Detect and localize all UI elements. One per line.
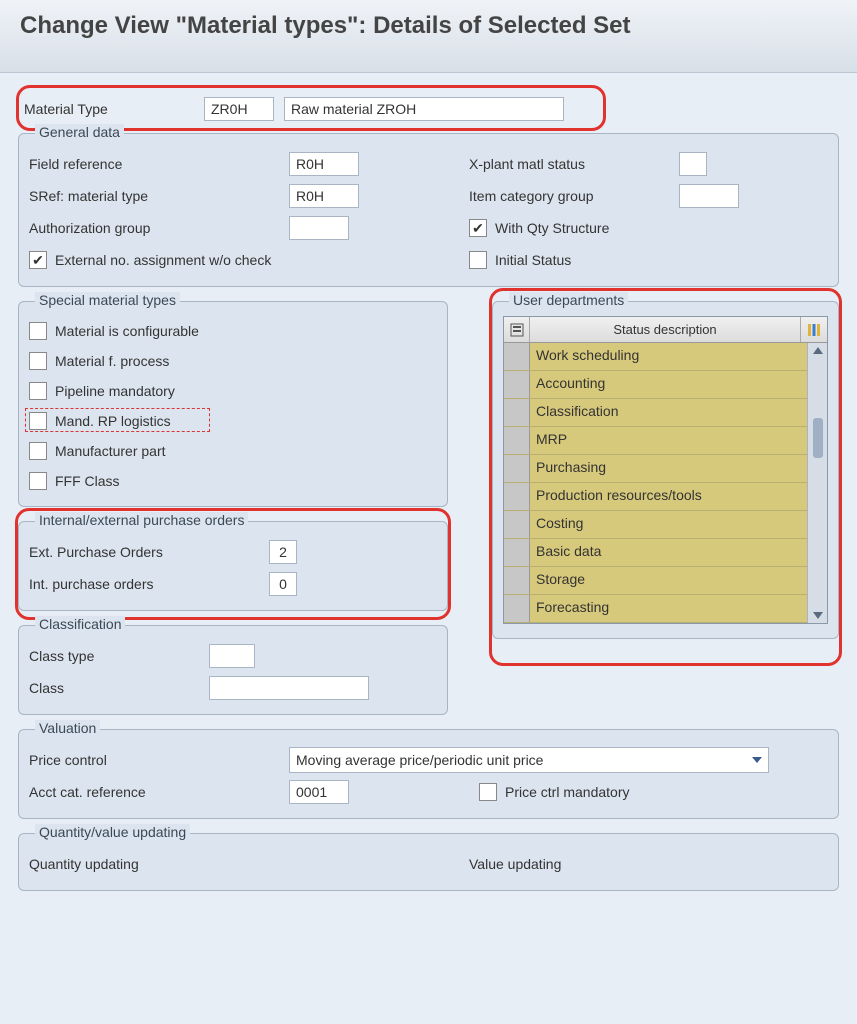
quantity-value-title: Quantity/value updating bbox=[35, 824, 190, 840]
table-row[interactable]: Basic data bbox=[504, 539, 807, 567]
table-select-all-icon[interactable] bbox=[504, 317, 530, 342]
general-data-title: General data bbox=[35, 124, 124, 140]
material-type-row: Material Type bbox=[18, 91, 839, 127]
table-row[interactable]: Classification bbox=[504, 399, 807, 427]
acct-cat-reference-input[interactable] bbox=[289, 780, 349, 804]
valuation-group: Valuation Price control Moving average p… bbox=[18, 729, 839, 819]
material-process-label: Material f. process bbox=[55, 353, 169, 369]
initial-status-label: Initial Status bbox=[495, 252, 571, 268]
class-input[interactable] bbox=[209, 676, 369, 700]
mand-rp-logistics-checkbox[interactable] bbox=[29, 412, 47, 430]
class-type-input[interactable] bbox=[209, 644, 255, 668]
manufacturer-part-checkbox[interactable] bbox=[29, 442, 47, 460]
table-row[interactable]: Purchasing bbox=[504, 455, 807, 483]
external-no-assignment-label: External no. assignment w/o check bbox=[55, 252, 271, 268]
table-row[interactable]: Costing bbox=[504, 511, 807, 539]
fff-class-checkbox[interactable] bbox=[29, 472, 47, 490]
item-category-group-input[interactable] bbox=[679, 184, 739, 208]
classification-title: Classification bbox=[35, 616, 125, 632]
material-type-code[interactable] bbox=[204, 97, 274, 121]
scroll-up-icon[interactable] bbox=[813, 347, 823, 354]
authorization-group-input[interactable] bbox=[289, 216, 349, 240]
scroll-down-icon[interactable] bbox=[813, 612, 823, 619]
chevron-down-icon bbox=[752, 757, 762, 763]
special-material-types-title: Special material types bbox=[35, 292, 180, 308]
special-material-types-group: Special material types Material is confi… bbox=[18, 301, 448, 507]
table-row[interactable]: Storage bbox=[504, 567, 807, 595]
price-control-select[interactable]: Moving average price/periodic unit price bbox=[289, 747, 769, 773]
pipeline-mandatory-label: Pipeline mandatory bbox=[55, 383, 175, 399]
general-data-group: General data Field reference X-plant mat… bbox=[18, 133, 839, 287]
ext-po-label: Ext. Purchase Orders bbox=[29, 544, 269, 560]
price-control-value: Moving average price/periodic unit price bbox=[296, 752, 543, 768]
fff-class-label: FFF Class bbox=[55, 473, 120, 489]
quantity-updating-label: Quantity updating bbox=[29, 856, 139, 872]
sref-material-type-input[interactable] bbox=[289, 184, 359, 208]
field-reference-label: Field reference bbox=[29, 156, 289, 172]
table-row[interactable]: Forecasting bbox=[504, 595, 807, 623]
table-row[interactable]: Work scheduling bbox=[504, 343, 807, 371]
with-qty-structure-label: With Qty Structure bbox=[495, 220, 609, 236]
int-po-label: Int. purchase orders bbox=[29, 576, 269, 592]
table-row[interactable]: Accounting bbox=[504, 371, 807, 399]
scroll-thumb[interactable] bbox=[813, 418, 823, 458]
user-departments-table: Status description Work scheduling Accou… bbox=[503, 316, 828, 624]
acct-cat-reference-label: Acct cat. reference bbox=[29, 784, 289, 800]
field-reference-input[interactable] bbox=[289, 152, 359, 176]
x-plant-status-label: X-plant matl status bbox=[469, 156, 679, 172]
quantity-value-group: Quantity/value updating Quantity updatin… bbox=[18, 833, 839, 891]
mand-rp-logistics-label: Mand. RP logistics bbox=[55, 413, 171, 429]
user-departments-group: User departments Status description bbox=[492, 301, 839, 639]
purchase-orders-title: Internal/external purchase orders bbox=[35, 512, 248, 528]
page-title: Change View "Material types": Details of… bbox=[0, 0, 857, 73]
initial-status-checkbox[interactable] bbox=[469, 251, 487, 269]
x-plant-status-input[interactable] bbox=[679, 152, 707, 176]
material-process-checkbox[interactable] bbox=[29, 352, 47, 370]
main-content: Material Type General data Field referen… bbox=[0, 73, 857, 899]
price-control-label: Price control bbox=[29, 752, 289, 768]
middle-columns: Special material types Material is confi… bbox=[18, 301, 839, 729]
authorization-group-label: Authorization group bbox=[29, 220, 289, 236]
user-departments-title: User departments bbox=[509, 292, 628, 308]
sref-material-type-label: SRef: material type bbox=[29, 188, 289, 204]
material-type-label: Material Type bbox=[24, 101, 194, 117]
ext-po-input[interactable] bbox=[269, 540, 297, 564]
pipeline-mandatory-checkbox[interactable] bbox=[29, 382, 47, 400]
purchase-orders-group: Internal/external purchase orders Ext. P… bbox=[18, 521, 448, 611]
int-po-input[interactable] bbox=[269, 572, 297, 596]
material-configurable-label: Material is configurable bbox=[55, 323, 199, 339]
class-type-label: Class type bbox=[29, 648, 209, 664]
table-row[interactable]: Production resources/tools bbox=[504, 483, 807, 511]
status-description-header[interactable]: Status description bbox=[530, 317, 801, 342]
value-updating-label: Value updating bbox=[469, 856, 561, 872]
user-departments-rows: Work scheduling Accounting Classificatio… bbox=[504, 343, 827, 623]
price-ctrl-mandatory-label: Price ctrl mandatory bbox=[505, 784, 629, 800]
material-type-description[interactable] bbox=[284, 97, 564, 121]
with-qty-structure-checkbox[interactable]: ✔ bbox=[469, 219, 487, 237]
classification-group: Classification Class type Class bbox=[18, 625, 448, 715]
class-label: Class bbox=[29, 680, 209, 696]
material-configurable-checkbox[interactable] bbox=[29, 322, 47, 340]
table-scrollbar[interactable] bbox=[807, 343, 827, 623]
table-row[interactable]: MRP bbox=[504, 427, 807, 455]
valuation-title: Valuation bbox=[35, 720, 100, 736]
item-category-group-label: Item category group bbox=[469, 188, 679, 204]
table-config-icon[interactable] bbox=[801, 317, 827, 342]
external-no-assignment-checkbox[interactable]: ✔ bbox=[29, 251, 47, 269]
manufacturer-part-label: Manufacturer part bbox=[55, 443, 166, 459]
price-ctrl-mandatory-checkbox[interactable] bbox=[479, 783, 497, 801]
